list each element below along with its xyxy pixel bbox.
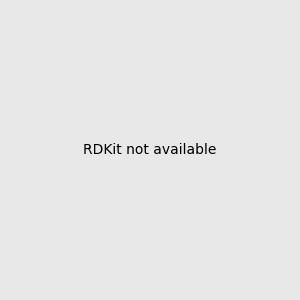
Text: RDKit not available: RDKit not available [83, 143, 217, 157]
